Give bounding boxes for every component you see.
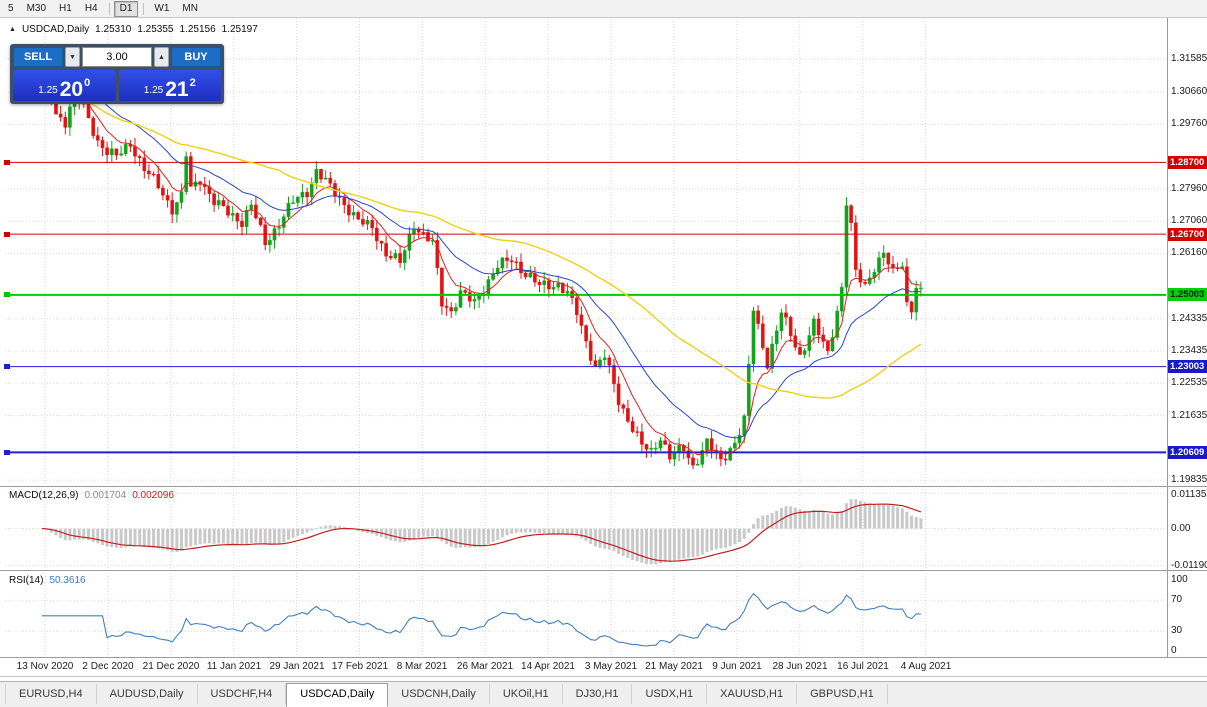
date-axis-label: 2 Dec 2020 [82,661,134,672]
rsi-label: RSI(14) 50.3616 [9,575,86,586]
date-axis-label: 4 Aug 2021 [900,661,952,672]
timeframe-m30[interactable]: M30 [26,2,47,14]
date-axis-label: 13 Nov 2020 [16,661,74,672]
toolbar-separator [108,2,110,15]
caption-symbol: USDCAD,Daily [21,24,90,35]
tab-ukoil-h1[interactable]: UKOil,H1 [490,684,563,704]
timeframe-d1[interactable]: D1 [113,0,139,17]
timeframe-5[interactable]: 5 [8,2,14,14]
caption-open: 1.25310 [95,24,132,35]
caption-high: 1.25355 [137,24,174,35]
tab-usdx-h1[interactable]: USDX,H1 [632,684,708,704]
date-axis-label: 8 Mar 2021 [396,661,448,672]
buy-price-button[interactable]: 1.25 21 2 [118,70,221,101]
symbol-tab-bar: EURUSD,H4 AUDUSD,Daily USDCHF,H4 USDCAD,Dai… [0,681,1207,707]
rsi-name: RSI(14) [9,575,44,586]
timeframe-mn[interactable]: MN [182,2,198,14]
ask-prefix: 1.25 [143,85,164,96]
ma-fast-line [41,59,921,456]
buy-button[interactable]: BUY [171,47,221,67]
date-axis-border [0,657,1207,658]
sell-button[interactable]: SELL [13,47,63,67]
candles-layer [40,51,923,470]
timeframe-w1[interactable]: W1 [154,2,170,14]
date-axis-label: 28 Jun 2021 [772,661,828,672]
tab-audusd-daily[interactable]: AUDUSD,Daily [97,684,198,704]
panel-separator-rsi[interactable] [0,570,1207,571]
bid-big-digits: 20 [59,78,84,101]
ma-slow-line [41,59,922,399]
tab-xauusd-h1[interactable]: XAUUSD,H1 [707,684,798,704]
chart-caption: ▲ USDCAD,Daily 1.25310 1.25355 1.25156 1… [9,24,258,35]
bid-prefix: 1.25 [38,85,58,96]
rsi-value: 50.3616 [49,575,86,586]
tab-usdcnh-daily[interactable]: USDCNH,Daily [388,684,490,704]
caption-close: 1.25197 [221,24,258,35]
sell-price-button[interactable]: 1.25 20 0 [13,70,116,101]
one-click-toggle-icon[interactable]: ▲ [9,26,16,33]
date-axis-label: 3 May 2021 [584,661,638,672]
toolbar-separator [143,2,145,15]
timeframe-h1[interactable]: H1 [59,2,72,14]
tab-gbpusd-h1[interactable]: GBPUSD,H1 [797,684,888,704]
macd-signal-value: 0.002096 [132,490,174,501]
macd-label: MACD(12,26,9) 0.001704 0.002096 [9,490,174,501]
tab-usdchf-h4[interactable]: USDCHF,H4 [198,684,287,704]
horizontal-level-lines[interactable] [5,161,1166,454]
date-axis-label: 11 Jan 2021 [206,661,262,672]
chart-canvas[interactable] [0,18,1207,658]
date-axis-label: 16 Jul 2021 [837,661,889,672]
chart-bottom-border [0,676,1207,677]
date-axis-label: 14 Apr 2021 [521,661,575,672]
bid-pip-digit: 0 [84,77,91,89]
volume-input[interactable] [82,47,152,67]
ask-pip-digit: 2 [189,77,196,89]
macd-signal-line [41,503,922,562]
caption-low: 1.25156 [179,24,216,35]
date-axis-label: 26 Mar 2021 [456,661,514,672]
ask-big-digits: 21 [165,78,189,101]
macd-name: MACD(12,26,9) [9,490,79,501]
tab-eurusd-h4[interactable]: EURUSD,H4 [5,684,97,704]
date-axis-label: 29 Jan 2021 [269,661,325,672]
timeframe-h4[interactable]: H4 [84,2,98,14]
date-axis-label: 17 Feb 2021 [331,661,389,672]
tab-usdcad-daily[interactable]: USDCAD,Daily [286,683,389,707]
macd-histogram [45,499,923,565]
macd-main-value: 0.001704 [84,490,127,501]
date-axis-label: 21 May 2021 [645,661,703,672]
timeframe-toolbar: 5 M30 H1 H4 D1 W1 MN [0,0,1207,18]
date-axis-label: 21 Dec 2020 [142,661,200,672]
rsi-line [42,592,921,647]
panel-separator-macd[interactable] [0,486,1207,487]
price-axis-border [1167,18,1168,658]
volume-increase-button[interactable]: ▲ [154,47,169,67]
tab-dj30-h1[interactable]: DJ30,H1 [563,684,633,704]
one-click-trading-panel: SELL ▼ ▲ BUY 1.25 20 0 1.25 21 2 [10,44,224,104]
volume-decrease-button[interactable]: ▼ [65,47,80,67]
ma-mid-line [41,59,921,439]
date-axis-label: 9 Jun 2021 [712,661,762,672]
